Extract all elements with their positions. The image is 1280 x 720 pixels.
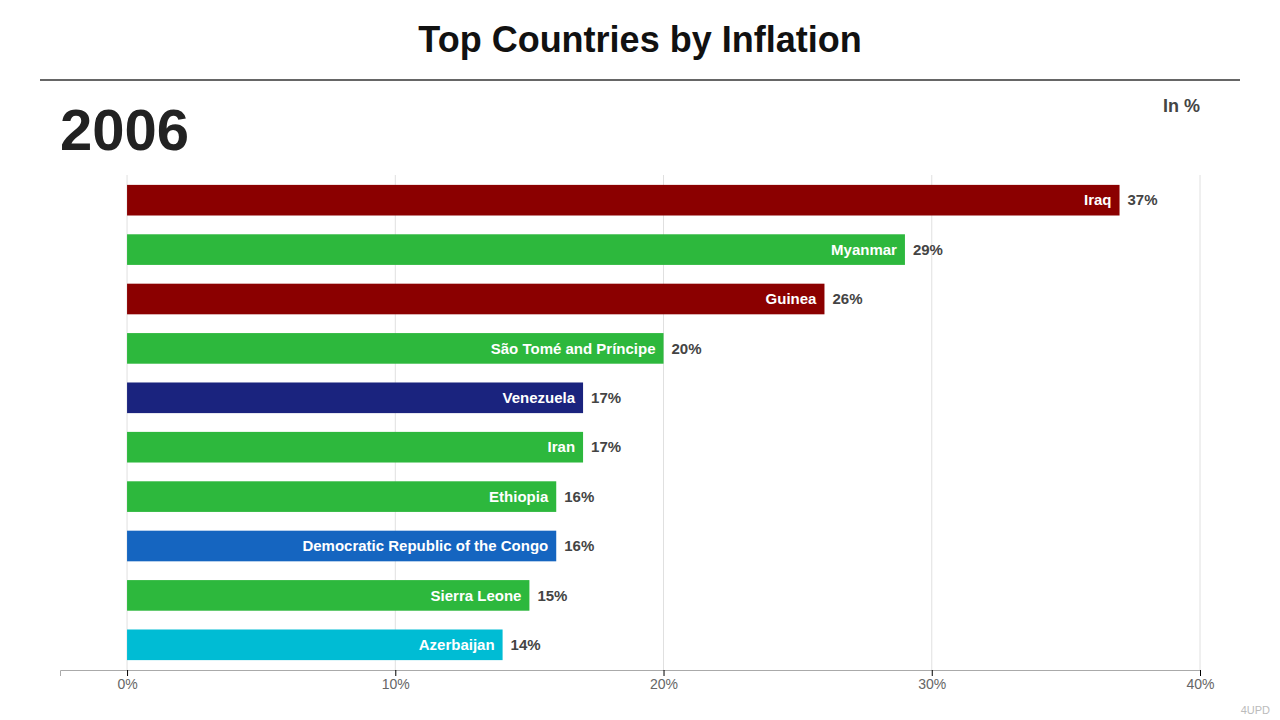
category-label: Guinea (766, 290, 818, 307)
data-label: 16% (564, 537, 594, 554)
tick: 0% (117, 670, 137, 692)
grid (127, 175, 1200, 670)
category-label: São Tomé and Príncipe (491, 340, 656, 357)
data-label: 14% (511, 636, 541, 653)
title: Top Countries by Inflation (418, 19, 861, 60)
category-label: Ethiopia (489, 488, 549, 505)
data-label: 17% (591, 438, 621, 455)
tick: 30% (918, 670, 946, 692)
category-label: Myanmar (831, 241, 897, 258)
subtitle: In % (1163, 96, 1200, 116)
data-label: 15% (537, 587, 567, 604)
data-label: 17% (591, 389, 621, 406)
bar-labels: Iraq Myanmar Guinea São Tomé and Príncipe Ve… (302, 191, 1111, 653)
category-label: Democratic Republic of the Congo (302, 537, 548, 554)
tick-label: 30% (918, 676, 946, 692)
bar (127, 432, 583, 463)
data-labels: 37% 29% 26% 20% 17% 17% 16% 16% 15% 14% (511, 191, 1158, 653)
bar (127, 284, 824, 315)
x-axis: 0% 10% 20% 30% 40% (61, 670, 1215, 692)
category-label: Azerbaijan (419, 636, 495, 653)
tick-label: 0% (117, 676, 137, 692)
category-label: Venezuela (503, 389, 576, 406)
bars (127, 185, 1119, 660)
category-label: Iran (548, 438, 576, 455)
bar (127, 185, 1119, 216)
plot: Iraq Myanmar Guinea São Tomé and Príncipe Ve… (61, 175, 1215, 692)
data-label: 16% (564, 488, 594, 505)
tick-label: 20% (650, 676, 678, 692)
title-rule (40, 79, 1240, 81)
watermark: 4UPD (1241, 704, 1270, 716)
bar (127, 629, 503, 660)
data-label: 26% (832, 290, 862, 307)
bar (127, 234, 905, 265)
tick-label: 10% (382, 676, 410, 692)
year-label: 2006 (60, 97, 189, 162)
category-label: Sierra Leone (431, 587, 522, 604)
bar (127, 382, 583, 413)
axis-line (61, 671, 1201, 677)
tick: 20% (650, 670, 678, 692)
tick: 40% (1186, 670, 1214, 692)
data-label: 37% (1128, 191, 1158, 208)
data-label: 29% (913, 241, 943, 258)
chart: Top Countries by Inflation In % 2006 4UPD Ir… (0, 0, 1280, 720)
tick: 10% (382, 670, 410, 692)
bar (127, 481, 556, 512)
bar (127, 580, 529, 611)
bar (127, 333, 663, 364)
category-label: Iraq (1084, 191, 1112, 208)
grid-line (1200, 175, 1201, 670)
bar (127, 531, 556, 562)
data-label: 20% (672, 340, 702, 357)
tick-label: 40% (1186, 676, 1214, 692)
